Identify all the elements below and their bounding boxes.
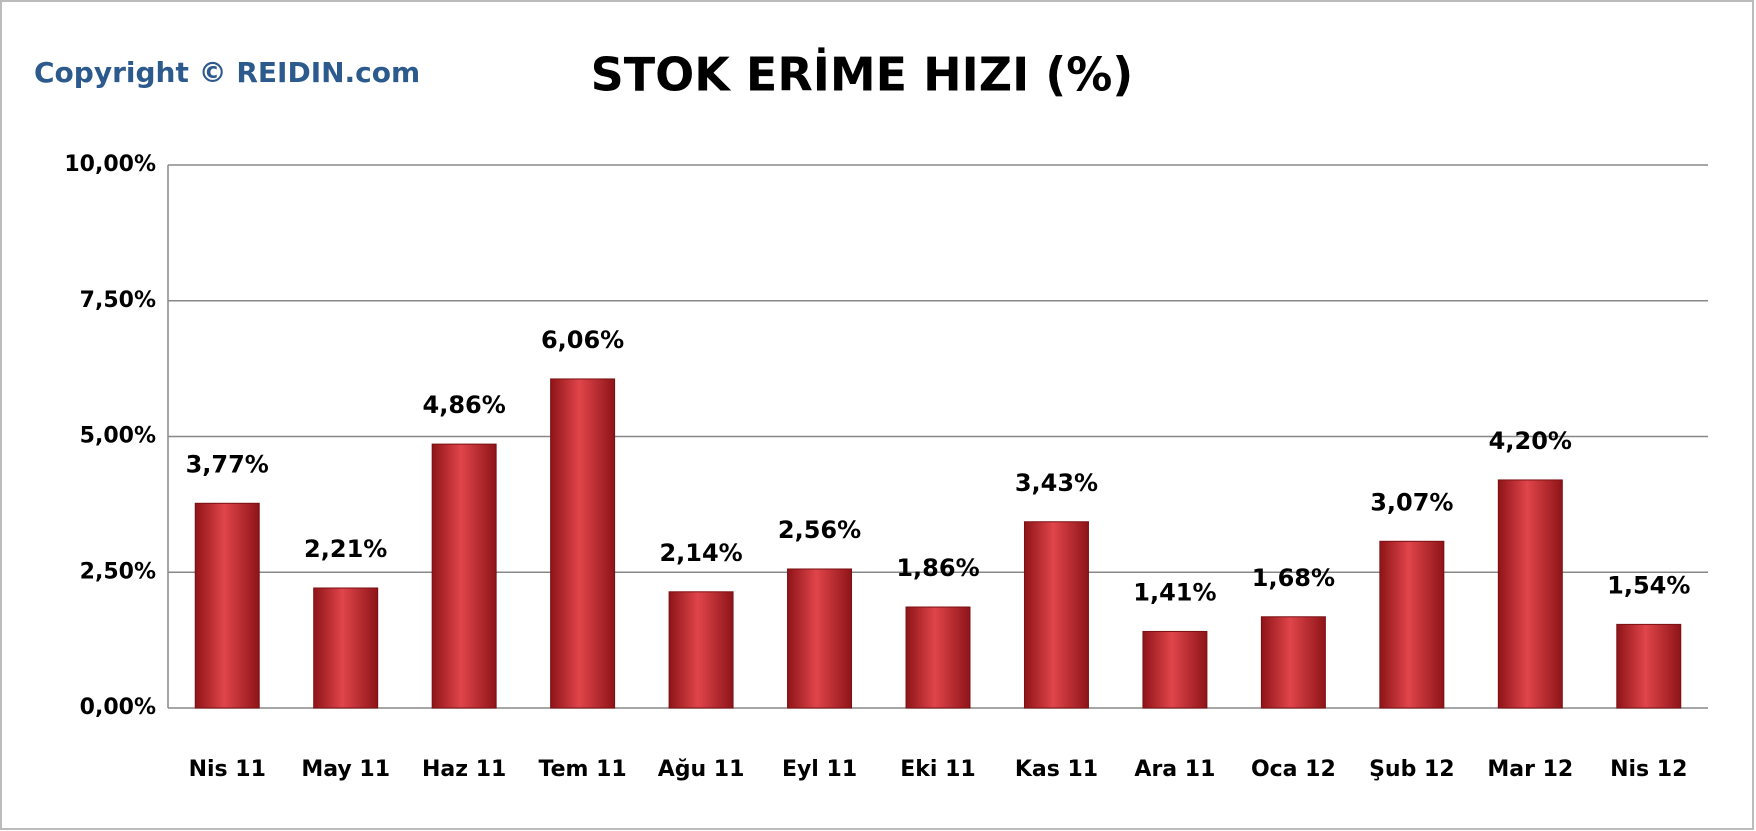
x-tick-label: Tem 11 bbox=[539, 757, 627, 782]
copyright: Copyright © REIDIN.com bbox=[34, 56, 420, 89]
bar bbox=[668, 591, 734, 709]
y-tick-label: 5,00% bbox=[80, 424, 156, 449]
bar bbox=[194, 502, 260, 709]
bar bbox=[1379, 540, 1445, 709]
value-label: 2,56% bbox=[778, 516, 861, 544]
value-label: 1,54% bbox=[1607, 571, 1690, 599]
bar bbox=[431, 443, 497, 709]
value-label: 3,43% bbox=[1015, 469, 1098, 497]
x-tick-label: Şub 12 bbox=[1369, 757, 1455, 782]
x-tick-label: Oca 12 bbox=[1251, 757, 1336, 782]
value-label: 1,86% bbox=[896, 554, 979, 582]
bar bbox=[550, 378, 616, 709]
x-tick-label: Ara 11 bbox=[1134, 757, 1215, 782]
value-label: 3,77% bbox=[186, 450, 269, 478]
value-label: 1,41% bbox=[1133, 578, 1216, 606]
value-label: 4,20% bbox=[1489, 427, 1572, 455]
value-label: 1,68% bbox=[1252, 564, 1335, 592]
y-tick-label: 0,00% bbox=[80, 695, 156, 720]
x-tick-label: Mar 12 bbox=[1487, 757, 1573, 782]
y-tick-label: 2,50% bbox=[80, 559, 156, 584]
value-label: 3,07% bbox=[1370, 488, 1453, 516]
bar bbox=[905, 606, 971, 709]
bar bbox=[313, 587, 379, 709]
x-tick-label: May 11 bbox=[301, 757, 390, 782]
x-tick-label: Eki 11 bbox=[900, 757, 975, 782]
bar bbox=[1497, 479, 1563, 709]
x-tick-label: Nis 11 bbox=[189, 757, 266, 782]
bar bbox=[1142, 630, 1208, 709]
value-label: 2,21% bbox=[304, 535, 387, 563]
bar bbox=[787, 568, 853, 709]
x-tick-label: Kas 11 bbox=[1015, 757, 1098, 782]
bar bbox=[1616, 623, 1682, 709]
value-label: 4,86% bbox=[423, 391, 506, 419]
x-tick-label: Eyl 11 bbox=[782, 757, 857, 782]
value-label: 6,06% bbox=[541, 326, 624, 354]
y-tick-label: 7,50% bbox=[80, 288, 156, 313]
x-tick-label: Haz 11 bbox=[422, 757, 506, 782]
value-label: 2,14% bbox=[659, 539, 742, 567]
bar bbox=[1260, 616, 1326, 709]
bar bbox=[1023, 521, 1089, 709]
y-tick-label: 10,00% bbox=[64, 152, 156, 177]
x-tick-label: Nis 12 bbox=[1610, 757, 1687, 782]
x-tick-label: Ağu 11 bbox=[658, 757, 745, 782]
chart-title: STOK ERİME HIZI (%) bbox=[591, 48, 1134, 102]
